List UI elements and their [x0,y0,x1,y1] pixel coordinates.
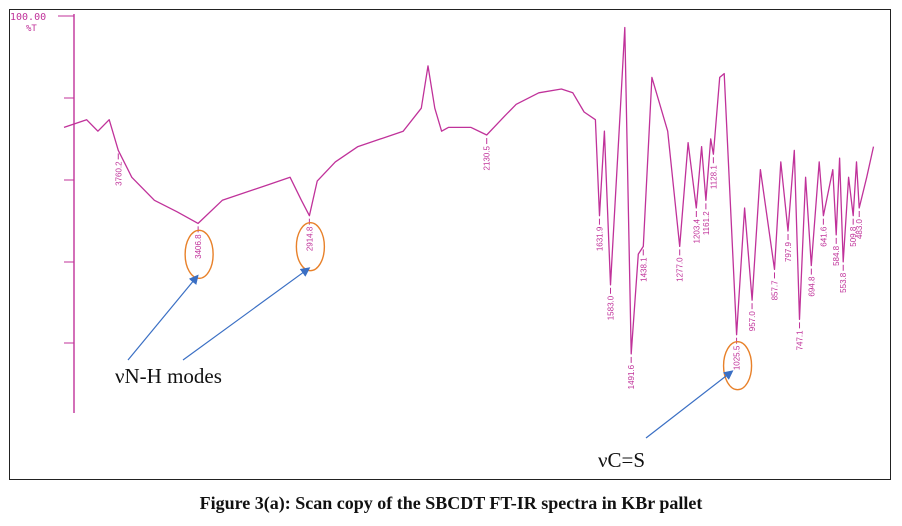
peak-label: 694.8 [807,276,816,297]
annotation-cs-stretch: νC=S [598,448,645,472]
annotation-nh-modes: νN-H modes [115,364,222,388]
peak-label: 1161.2 [702,211,711,235]
spectrum-series-line [63,26,875,355]
peak-label: 1583.0 [607,295,616,320]
spectrum-trace-layer [63,26,875,355]
ftir-spectrum-chart: 100.00 %T 3760.2 3406.8 2914.8 2130.5 1631.9… [10,12,875,472]
peak-label: 1025.5 [733,345,742,370]
spectrum-chart-frame [9,9,891,480]
peak-label: 957.0 [748,311,757,332]
peak-highlight-ellipse [184,229,214,280]
figure-caption: Figure 3(a): Scan copy of the SBCDT FT-I… [199,493,703,513]
peak-label: 1128.1 [709,165,718,189]
peak-highlights [184,221,753,391]
peak-labels: 3760.2 3406.8 2914.8 2130.5 1631.9 1583.0 1491… [114,138,864,389]
peak-label: 2914.8 [305,226,314,251]
peak-label: 641.6 [819,226,828,247]
peak-highlight-ellipse [295,221,326,272]
annotation-arrow [127,274,199,361]
peak-label: 2130.5 [483,145,492,170]
y-top-tick-label: 100.00 [10,12,46,23]
peak-label: 553.8 [839,272,848,293]
peak-label: 3760.2 [114,161,123,186]
y-axis-label: %T [26,24,37,34]
peak-label: 1203.4 [692,218,701,243]
peak-label: 797.9 [784,241,793,262]
peak-label: 857.7 [771,280,780,301]
annotation-arrows [127,267,734,439]
peak-label: 584.8 [832,245,841,266]
peak-label: 1491.6 [627,364,636,389]
peak-highlight-ellipse [722,341,753,391]
peak-label: 747.1 [796,330,805,351]
annotation-arrow [182,267,311,361]
peak-label: 483.0 [855,218,864,239]
peak-label: 1277.0 [676,257,685,282]
peak-label: 509.8 [849,226,858,247]
y-axis [58,14,75,413]
annotation-arrow [645,370,734,439]
peak-label: 3406.8 [194,234,203,259]
peak-label: 1438.1 [639,257,648,282]
peak-label: 1631.9 [596,226,605,251]
